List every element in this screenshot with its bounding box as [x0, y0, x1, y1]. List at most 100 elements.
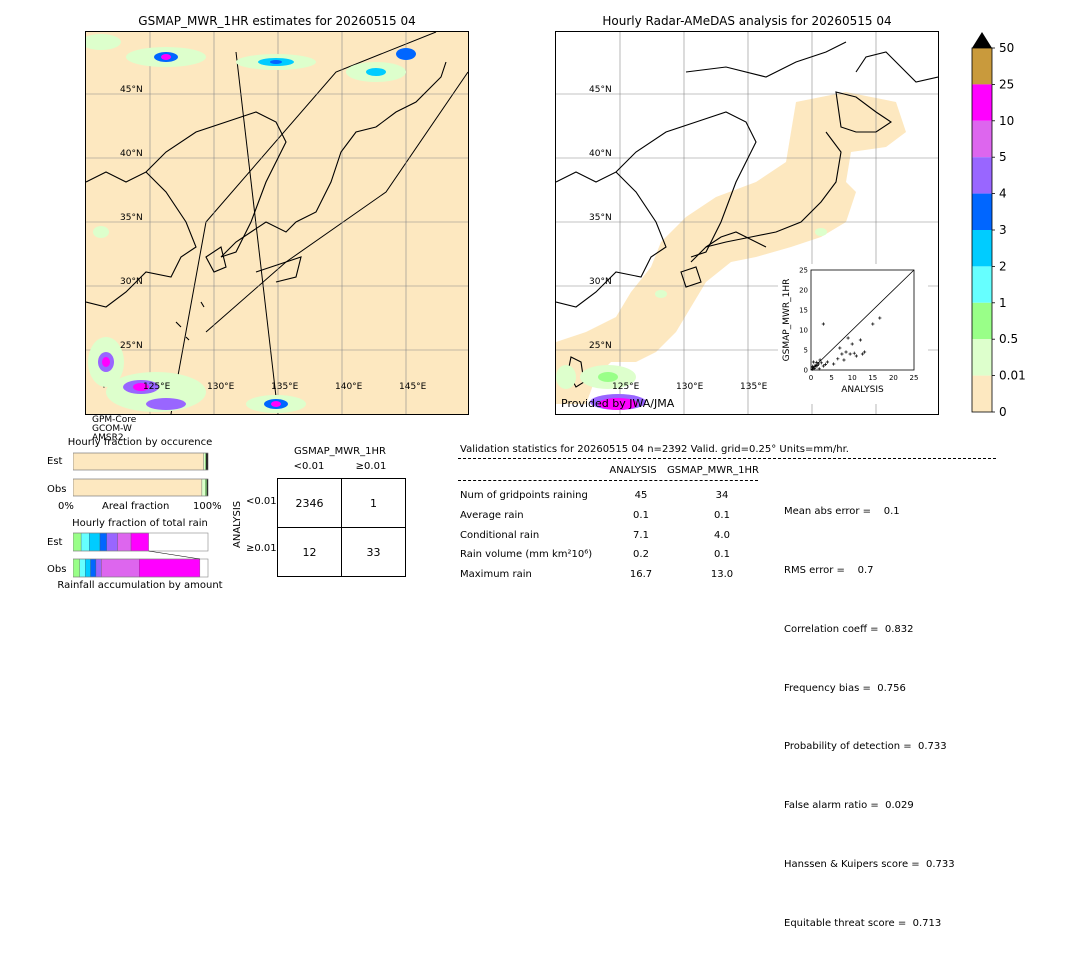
fraction-segment: [73, 532, 82, 552]
fraction-bar-frame: [73, 452, 209, 471]
left-map: 45°N 40°N 35°N 30°N 25°N 125°E 130°E 135…: [85, 31, 469, 415]
fraction-segment: [130, 532, 149, 552]
scatter-point: [852, 351, 856, 355]
scatter-point: [819, 361, 823, 365]
scatter-point: [811, 360, 816, 364]
scatter-point: [858, 338, 863, 342]
rain-obs-label: Obs: [47, 564, 67, 575]
fraction-segment: [95, 558, 102, 578]
scatter-ytick: 10: [799, 327, 808, 335]
fraction-segment: [203, 452, 206, 471]
stat-b-5: 13.0: [710, 569, 734, 580]
scatter-point: [862, 350, 867, 354]
scatter-inset: 0 0 5 5 10 10 15 15 20 20 25 25 ANALYSIS GSMAP_MWR_1H…: [778, 264, 928, 404]
cell-miss: 12: [277, 527, 342, 577]
scatter-point: [842, 358, 846, 362]
cell-false-alarm: 1: [341, 478, 406, 528]
scatter-point: [838, 346, 842, 350]
stat-label-1: Num of gridpoints raining: [460, 490, 588, 501]
fraction-segment: [101, 558, 140, 578]
left-map-title: GSMAP_MWR_1HR estimates for 20260515 04: [138, 14, 416, 28]
scatter-point: [860, 352, 865, 356]
scatter-point: [850, 342, 854, 346]
colorbar-label: 1: [999, 296, 1007, 310]
left-lat-label-45: 45°N: [120, 85, 143, 95]
satellite-label-1: GPM-Core: [92, 415, 137, 425]
scatter-xtick: 15: [868, 374, 877, 382]
right-lat-label-45: 45°N: [589, 85, 612, 95]
col-analysis: ANALYSIS: [609, 465, 657, 476]
rain-fraction-bars: [73, 532, 209, 578]
fraction-segment: [106, 532, 118, 552]
validation-header: Validation statistics for 20260515 04 n=…: [460, 444, 849, 455]
left-lon-label-125: 125°E: [143, 382, 171, 392]
colorbar-label: 10: [999, 114, 1014, 128]
contingency-col-2: ≥0.01: [355, 461, 387, 472]
scatter-point: [817, 367, 821, 371]
score-pod: Probability of detection = 0.733: [784, 741, 947, 753]
stat-b-1: 34: [715, 490, 729, 501]
scatter-point: [836, 357, 840, 361]
right-map-title: Hourly Radar-AMeDAS analysis for 2026051…: [602, 14, 892, 28]
columns-divider: [458, 480, 758, 481]
colorbar-segment: [972, 193, 992, 230]
scatter-point: [854, 354, 858, 358]
score-freq-bias: Frequency bias = 0.756: [784, 682, 906, 694]
occurrence-est-label: Est: [47, 456, 63, 467]
left-lon-label-145: 145°E: [399, 382, 427, 392]
scatter-point: [848, 352, 852, 356]
scatter-point: [832, 362, 836, 366]
stat-a-4: 0.2: [633, 549, 649, 560]
fraction-segment: [205, 452, 207, 471]
colorbar-segment: [972, 120, 992, 158]
scatter-ytick: 0: [804, 367, 808, 375]
left-lat-label-25: 25°N: [120, 341, 143, 351]
colorbar-label: 3: [999, 223, 1007, 237]
stat-a-1: 45: [634, 490, 648, 501]
scatter-point: [871, 322, 875, 326]
colorbar-label: 25: [999, 77, 1014, 91]
colorbar-label: 50: [999, 41, 1014, 55]
left-lon-label-130: 130°E: [207, 382, 235, 392]
colorbar-segment: [972, 157, 992, 194]
left-lat-label-40: 40°N: [120, 149, 143, 159]
scatter-point: [810, 367, 814, 371]
colorbar-extend-arrow: [972, 32, 992, 48]
right-lon-label-130: 130°E: [676, 382, 704, 392]
fraction-segment: [201, 478, 206, 497]
colorbar-segment: [972, 48, 992, 85]
fraction-bar-frame: [73, 532, 209, 552]
scatter-point: [811, 364, 815, 368]
scatter-point: [812, 366, 816, 370]
scatter-point: [816, 362, 821, 366]
fraction-segment: [99, 532, 107, 552]
stat-label-4: Rain volume (mm km²10⁶): [460, 549, 593, 560]
satellite-labels: GPM-Core GCOM-W AMSR2: [92, 416, 136, 443]
right-lon-label-125: 125°E: [612, 382, 640, 392]
scatter-point: [844, 350, 848, 354]
scatter-point: [846, 336, 850, 340]
rain-fraction-footer: Rainfall accumulation by amount: [57, 580, 223, 591]
colorbar-segment: [972, 266, 992, 303]
scatter-xlabel: ANALYSIS: [841, 385, 884, 395]
colorbar-scale: 50 25 10 5 4 3 2 1 0.5 0.01 0: [971, 32, 1026, 419]
fraction-segment: [73, 478, 203, 497]
scatter-ylabel: GSMAP_MWR_1HR: [782, 279, 792, 362]
scatter-ytick: 5: [804, 347, 808, 355]
scatter-plot: 00 5 5 10 10 15 15 20 20 25 25 ANALYSIS GSMAP_MWR_1H…: [782, 267, 919, 396]
right-lat-label-25: 25°N: [589, 341, 612, 351]
left-lon-label-140: 140°E: [335, 382, 363, 392]
occurrence-axis-100: 100%: [193, 501, 222, 512]
colorbar-label: 0.01: [999, 369, 1026, 383]
colorbar-label: 0: [999, 405, 1007, 419]
scatter-xtick: 25: [910, 374, 919, 382]
colorbar-label: 2: [999, 259, 1007, 273]
contingency-col-1: <0.01: [293, 461, 325, 472]
stat-label-5: Maximum rain: [460, 569, 532, 580]
stat-label-2: Average rain: [460, 510, 524, 521]
fraction-segment: [90, 558, 97, 578]
occurrence-bars: [73, 452, 209, 497]
col-gsmap: GSMAP_MWR_1HR: [667, 465, 759, 476]
score-far: False alarm ratio = 0.029: [784, 800, 914, 812]
right-lat-label-40: 40°N: [589, 149, 612, 159]
